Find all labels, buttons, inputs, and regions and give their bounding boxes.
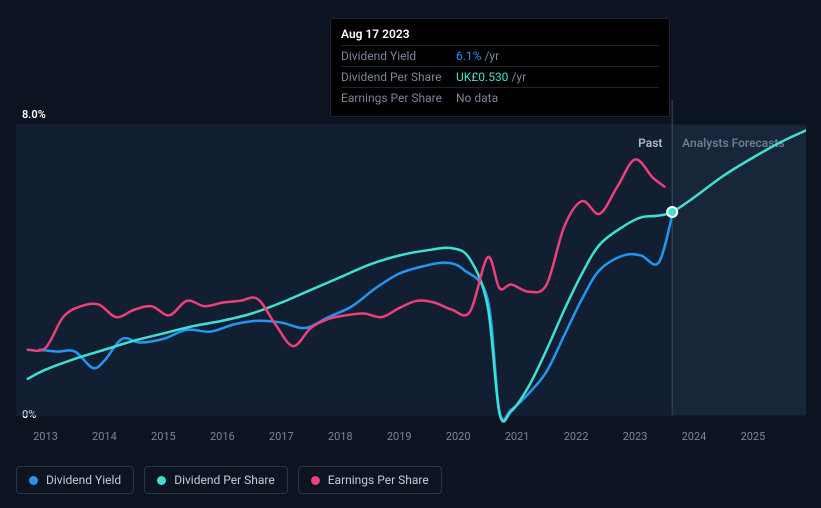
tooltip-date: Aug 17 2023 [341, 27, 659, 45]
x-axis-year: 2016 [210, 430, 235, 443]
tooltip-row: Dividend Per ShareUK£0.530/yr [341, 66, 659, 87]
tooltip-row-value: 6.1% [456, 49, 481, 63]
x-axis-year: 2020 [446, 430, 471, 443]
x-axis-year: 2025 [741, 430, 766, 443]
tooltip-row-value: No data [456, 91, 498, 105]
x-axis-labels: 2013 2014 2015 2016 2017 2018 2019 2020 2021 2022… [16, 430, 806, 450]
chart-legend: Dividend Yield Dividend Per Share Earnings… [16, 466, 442, 494]
legend-label: Dividend Per Share [174, 473, 275, 487]
legend-dot-icon [29, 476, 38, 485]
tooltip-row: Dividend Yield6.1%/yr [341, 45, 659, 66]
x-axis-year: 2017 [269, 430, 294, 443]
x-axis-year: 2019 [387, 430, 412, 443]
tooltip-row-unit: /yr [511, 70, 526, 84]
legend-item[interactable]: Dividend Per Share [144, 466, 288, 494]
x-axis-year: 2018 [328, 430, 353, 443]
x-axis-year: 2021 [505, 430, 530, 443]
legend-item[interactable]: Earnings Per Share [298, 466, 442, 494]
legend-dot-icon [157, 476, 166, 485]
x-axis-year: 2024 [682, 430, 707, 443]
tooltip-row-label: Dividend Yield [341, 49, 456, 63]
x-axis-year: 2023 [623, 430, 648, 443]
hover-tooltip: Aug 17 2023 Dividend Yield6.1%/yrDividen… [330, 18, 670, 117]
chart-container: Aug 17 2023 Dividend Yield6.1%/yrDividen… [0, 0, 821, 460]
x-axis-year: 2014 [92, 430, 117, 443]
tooltip-row-unit: /yr [484, 49, 499, 63]
legend-dot-icon [311, 476, 320, 485]
legend-label: Earnings Per Share [328, 473, 429, 487]
x-axis-year: 2015 [151, 430, 176, 443]
legend-item[interactable]: Dividend Yield [16, 466, 134, 494]
tooltip-row: Earnings Per ShareNo data [341, 87, 659, 108]
tooltip-row-label: Earnings Per Share [341, 91, 456, 105]
tooltip-row-value: UK£0.530 [456, 70, 508, 84]
tooltip-row-label: Dividend Per Share [341, 70, 456, 84]
x-axis-year: 2022 [564, 430, 589, 443]
x-axis-year: 2013 [33, 430, 58, 443]
chart-plot-area[interactable] [16, 100, 806, 430]
legend-label: Dividend Yield [46, 473, 121, 487]
